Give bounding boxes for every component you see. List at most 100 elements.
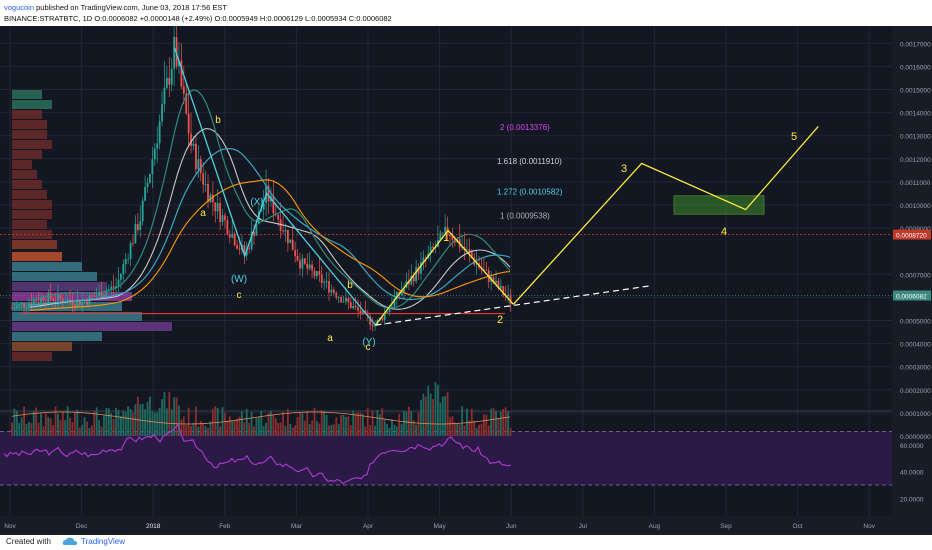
candle-body <box>347 298 350 303</box>
volume-bar <box>185 424 188 436</box>
candle-body <box>76 299 79 307</box>
candle-body <box>180 60 183 87</box>
volume-bar <box>354 413 357 436</box>
candle-body <box>407 281 410 285</box>
volume-bar <box>303 420 306 436</box>
candle-body <box>410 276 413 285</box>
volume-bar <box>311 420 313 436</box>
volume-bar <box>199 421 202 436</box>
candle-body <box>20 303 23 305</box>
volume-bar <box>437 384 439 436</box>
volume-bar <box>71 422 74 436</box>
volume-bar <box>349 425 352 436</box>
candle-body <box>451 236 454 240</box>
rsi-axis-label: 20.0000 <box>900 496 924 503</box>
time-axis-label: Nov <box>4 523 16 530</box>
low-value: 0.0005934 <box>311 14 347 23</box>
candle-body <box>345 298 347 302</box>
candle-body <box>30 303 33 306</box>
volume-bar <box>86 421 88 436</box>
l-label: L: <box>304 14 312 23</box>
candle-body <box>187 113 190 134</box>
candle-body <box>403 287 405 292</box>
candle-body <box>74 304 76 307</box>
chart-canvas[interactable]: 2 (0.0013376) 1.618 (0.0011910) 1.272 (0.0… <box>0 26 932 535</box>
candle-body <box>342 301 345 303</box>
candle-body <box>328 281 330 293</box>
volume-profile-bar <box>12 292 132 301</box>
candle-body <box>495 280 497 284</box>
volume-bar <box>250 411 253 436</box>
volume-bar <box>296 417 299 436</box>
candle-body <box>318 271 321 275</box>
cyan-wave-label: (X) <box>250 197 263 208</box>
volume-bar <box>410 411 413 436</box>
volume-bar <box>412 420 415 436</box>
volume-bar <box>475 427 478 436</box>
volume-bar <box>214 406 217 436</box>
candle-body <box>163 87 166 105</box>
candle-body <box>485 269 488 271</box>
volume-bar <box>209 421 212 436</box>
time-axis-label: Jun <box>506 523 517 530</box>
volume-bar <box>362 413 364 436</box>
current-price-text: 0.0006082 <box>896 294 927 301</box>
volume-bar <box>233 420 236 436</box>
volume-bar <box>98 420 101 436</box>
candle-body <box>388 307 391 312</box>
volume-profile-bar <box>12 252 62 261</box>
candle-body <box>93 296 96 298</box>
yellow-wave-label: a <box>327 333 333 344</box>
candle-body <box>178 60 180 67</box>
volume-bar <box>357 412 359 436</box>
candle-body <box>366 312 369 317</box>
candle-body <box>64 302 67 304</box>
volume-bar <box>49 418 52 436</box>
volume-bar <box>487 425 490 436</box>
candle-body <box>40 297 42 303</box>
candle-body <box>296 256 299 261</box>
candle-body <box>25 307 28 309</box>
volume-bar <box>316 421 318 436</box>
yellow-wave-label: a <box>200 208 206 219</box>
volume-bar <box>161 399 163 436</box>
candle-body <box>354 306 357 308</box>
price-axis-label: 0.0011000 <box>900 180 931 187</box>
candle-body <box>260 209 263 212</box>
volume-bar <box>195 406 197 436</box>
candle-body <box>507 294 509 297</box>
volume-profile-bar <box>12 110 42 119</box>
candle-body <box>349 302 352 309</box>
candle-body <box>15 305 18 309</box>
candle-body <box>400 291 403 296</box>
volume-bar <box>117 409 120 436</box>
candle-body <box>207 183 209 203</box>
candle-body <box>18 304 21 306</box>
candle-body <box>28 303 30 308</box>
volume-bar <box>395 426 398 436</box>
price-axis-label: 0.0012000 <box>900 157 931 164</box>
volume-bar <box>40 413 42 436</box>
tradingview-logo-text[interactable]: TradingView <box>81 537 126 546</box>
current-price-badge <box>893 290 931 301</box>
author-link[interactable]: vogucoin <box>4 3 35 12</box>
volume-bar <box>257 417 260 436</box>
candle-body <box>170 68 173 85</box>
volume-bar <box>386 424 388 436</box>
price-axis-label: 0.0010000 <box>900 203 931 210</box>
candle-body <box>78 299 81 306</box>
candle-body <box>332 289 335 293</box>
time-axis-label: Nov <box>863 523 875 530</box>
volume-bar <box>120 415 122 436</box>
candle-body <box>272 195 275 214</box>
volume-bar <box>282 412 284 436</box>
candle-body <box>316 271 318 277</box>
yellow-wave-label: 3 <box>621 163 627 175</box>
volume-profile-bar <box>12 200 52 209</box>
candle-body <box>120 273 122 280</box>
volume-bar <box>432 399 434 436</box>
volume-profile-bar <box>12 180 42 189</box>
volume-bar <box>420 400 422 436</box>
volume-profile-bar <box>12 240 57 249</box>
candle-body <box>161 104 163 122</box>
